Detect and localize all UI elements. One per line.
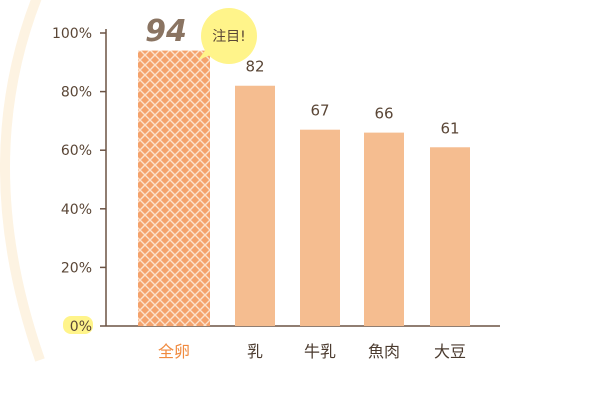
bar-1 [235,85,275,327]
data-label-1: 82 [245,58,264,76]
data-label-0: 94 [145,14,187,49]
y-tick-label: 100% [52,26,92,42]
bar-0 [138,50,210,326]
y-tick-label: 20% [61,260,92,276]
bar-3 [364,132,404,326]
y-tick-label: 80% [61,85,92,101]
bar-4 [430,147,470,326]
y-tick-label: 0% [70,319,92,335]
data-label-3: 66 [374,105,393,123]
data-label-4: 61 [440,119,459,137]
y-tick-label: 40% [61,202,92,218]
data-label-2: 67 [310,102,329,120]
category-label-2: 牛乳 [304,342,336,361]
category-label-1: 乳 [247,342,263,361]
callout-text: 注目! [212,29,246,45]
category-label-0: 全卵 [158,342,190,361]
callout-bubble [201,8,257,64]
y-tick-label: 60% [61,143,92,159]
zero-highlight-mark [63,316,93,334]
category-label-4: 大豆 [434,342,466,361]
bar-2 [300,129,340,326]
category-label-3: 魚肉 [368,342,400,361]
